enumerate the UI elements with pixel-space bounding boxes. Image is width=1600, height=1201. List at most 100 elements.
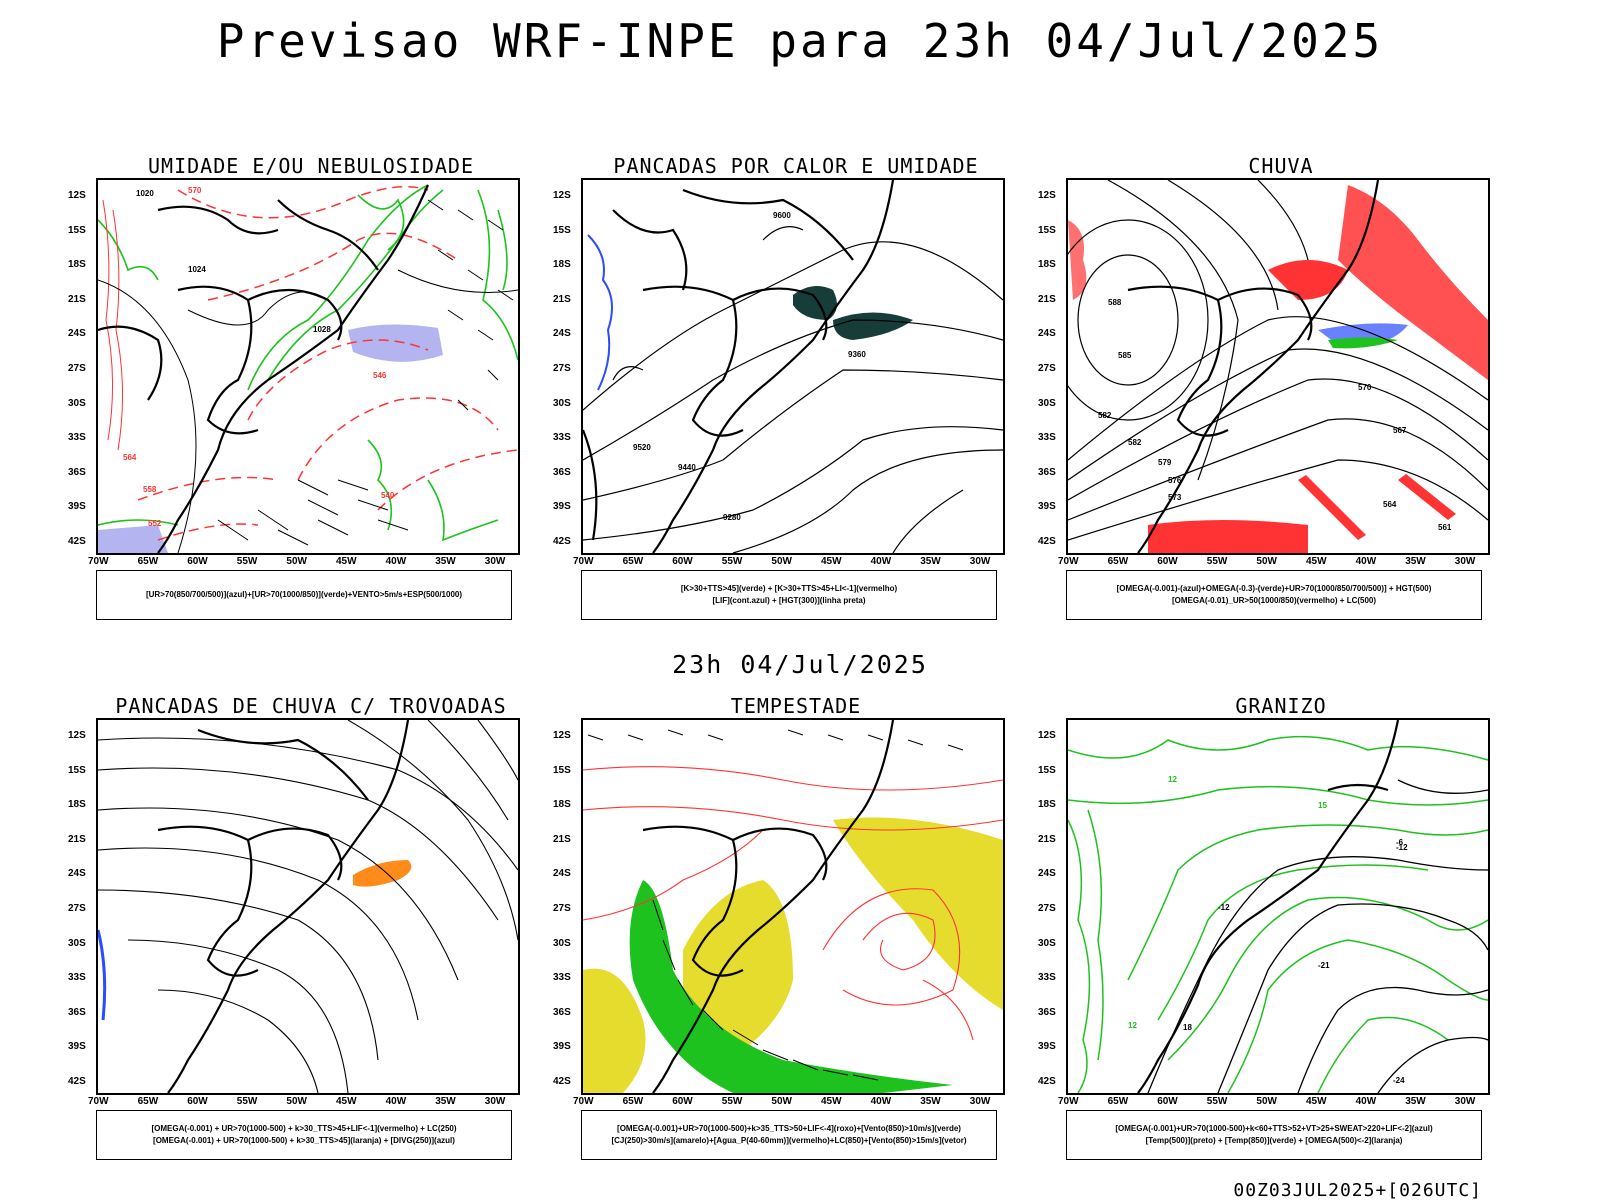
lon-tick-label: 40W [385, 556, 407, 567]
lat-tick-label: 18S [553, 799, 571, 811]
main-title: Previsao WRF-INPE para 23h 04/Jul/2025 [216, 14, 1384, 68]
lat-tick-label: 42S [1038, 536, 1056, 547]
panel-legend: [UR>70(850/700/500)](azul)+[UR>70(1000/8… [96, 570, 512, 620]
lon-tick-label: 30W [969, 556, 991, 567]
lat-tick-label: 18S [1038, 799, 1056, 811]
lat-tick-label: 39S [1038, 1041, 1056, 1053]
temp500-contours [1147, 779, 1488, 1093]
lon-tick-label: 60W [187, 556, 208, 567]
svg-text:546: 546 [373, 371, 387, 380]
lon-tick-label: 35W [920, 1096, 941, 1107]
lat-tick-label: 21S [553, 293, 571, 305]
lif-blue-contours [587, 234, 613, 391]
lat-tick-label: 15S [68, 224, 86, 236]
lat-tick-label: 33S [1038, 972, 1056, 984]
lat-tick-label: 36S [1038, 1006, 1056, 1018]
lat-tick-label: 39S [68, 1041, 86, 1053]
lon-tick-label: 55W [236, 1096, 258, 1107]
lon-tick-label: 70W [573, 1096, 594, 1107]
svg-text:-12: -12 [1396, 843, 1408, 852]
lat-tick-label: 12S [1038, 730, 1056, 741]
lon-tick-label: 65W [137, 1096, 159, 1107]
lat-tick-label: 27S [1038, 903, 1056, 914]
lat-tick-label: 24S [553, 328, 571, 340]
lat-tick-label: 42S [553, 1076, 571, 1087]
pressure-isobars [98, 269, 518, 553]
lat-tick-label: 18S [553, 259, 571, 271]
lon-tick-label: 40W [385, 1096, 407, 1107]
lat-tick-label: 21S [1038, 833, 1056, 845]
lat-tick-label: 24S [553, 868, 571, 880]
lat-tick-label: 27S [68, 903, 86, 914]
panel-title: CHUVA [1248, 154, 1314, 178]
wind-vectors [587, 729, 964, 1081]
panel-title: PANCADAS POR CALOR E UMIDADE [613, 154, 979, 178]
coastline-borders [1127, 180, 1380, 553]
svg-text:9280: 9280 [723, 513, 741, 522]
instability-shading [793, 286, 837, 320]
svg-text:585: 585 [1118, 351, 1132, 360]
streamlines [98, 720, 518, 1093]
andes-red-contours [102, 199, 124, 451]
legend-line: [OMEGA(-0.001) + UR>70(1000-500) + k>30_… [151, 1124, 457, 1133]
lat-tick-label: 15S [1038, 764, 1056, 776]
lat-tick-label: 12S [1038, 190, 1056, 201]
svg-text:9520: 9520 [633, 443, 651, 452]
svg-text:570: 570 [1358, 383, 1372, 392]
lon-tick-label: 30W [484, 556, 506, 567]
lat-tick-label: 27S [553, 363, 571, 374]
svg-text:1020: 1020 [136, 189, 154, 198]
lat-tick-label: 18S [68, 799, 86, 811]
map-svg [98, 720, 518, 1093]
legend-line: [OMEGA(-0.01)_UR>50(1000/850)(vermelho) … [1171, 596, 1377, 605]
lat-tick-label: 12S [553, 730, 571, 741]
panel-title: PANCADAS DE CHUVA C/ TROVOADAS [115, 694, 507, 718]
lat-tick-label: 30S [553, 937, 571, 949]
svg-text:564: 564 [123, 453, 137, 462]
temp850-contours [1068, 735, 1488, 1093]
lat-tick-label: 42S [553, 536, 571, 547]
legend-line: [OMEGA(-0.001)+UR>70(1000-500)+k<60+TTS>… [1115, 1124, 1433, 1133]
hgt500-contours [1068, 180, 1488, 541]
hgt300-contours [583, 226, 1003, 553]
lat-tick-label: 15S [553, 224, 571, 236]
lon-tick-label: 60W [1157, 556, 1178, 567]
map-svg: -12 -12 -21 -24 -6 12 12 15 18 [1068, 720, 1488, 1093]
svg-text:9360: 9360 [848, 350, 866, 359]
lat-tick-label: 15S [1038, 224, 1056, 236]
panel-title: GRANIZO [1235, 694, 1327, 718]
instability-shading [833, 312, 913, 340]
lon-tick-label: 50W [1256, 1096, 1277, 1107]
lon-tick-label: 65W [1107, 556, 1129, 567]
lat-tick-label: 33S [553, 972, 571, 984]
coastline-borders [1137, 720, 1400, 1093]
lon-tick-label: 45W [336, 1096, 357, 1107]
lat-tick-label: 24S [1038, 868, 1056, 880]
lat-tick-label: 42S [68, 1076, 86, 1087]
lat-tick-label: 39S [68, 501, 86, 513]
lon-tick-label: 45W [336, 556, 357, 567]
coastline-borders [642, 720, 895, 1093]
legend-line: [OMEGA(-0.001)+UR>70(1000-500)+k>35_TTS>… [617, 1124, 961, 1133]
lon-tick-label: 50W [771, 1096, 792, 1107]
lat-tick-label: 30S [1038, 397, 1056, 409]
svg-text:582: 582 [1098, 411, 1112, 420]
lon-tick-label: 60W [672, 556, 693, 567]
green-humidity-contours [98, 184, 518, 542]
lon-tick-label: 70W [88, 556, 109, 567]
lon-tick-label: 70W [1058, 556, 1079, 567]
humidity-low-area [98, 525, 168, 553]
coastline-borders [157, 720, 410, 1093]
lat-tick-label: 36S [68, 1006, 86, 1018]
legend-line: [Temp(500)](preto) + [Temp(850)](verde) … [1145, 1136, 1403, 1145]
map-svg: 9600 9520 9440 9360 9280 [583, 180, 1003, 553]
lat-tick-label: 18S [1038, 259, 1056, 271]
omega-green-shading [1328, 337, 1398, 349]
panel-legend: [OMEGA(-0.001) + UR>70(1000-500) + k>30_… [96, 1110, 512, 1160]
svg-text:588: 588 [1108, 298, 1122, 307]
legend-line: [K>30+TTS>45](verde) + [K>30+TTS>45+LI<-… [680, 584, 898, 593]
panel-title: TEMPESTADE [730, 694, 862, 718]
svg-text:564: 564 [1383, 500, 1397, 509]
svg-text:-6: -6 [1396, 838, 1404, 847]
lat-tick-label: 12S [553, 190, 571, 201]
